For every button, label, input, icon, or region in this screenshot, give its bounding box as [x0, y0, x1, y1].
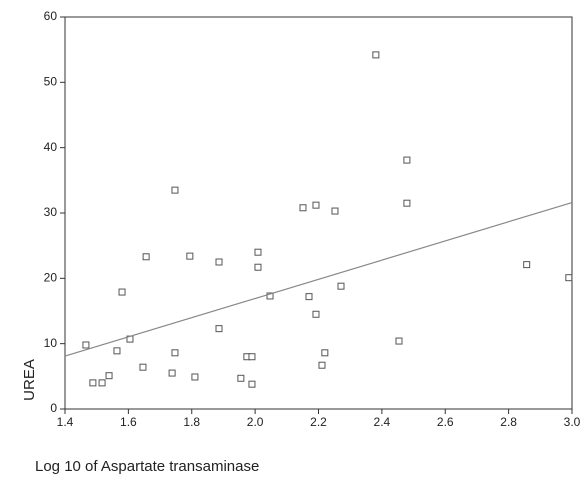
scatter-point — [142, 253, 150, 261]
scatter-point — [395, 337, 403, 345]
x-tick-label: 1.8 — [183, 415, 200, 429]
scatter-point — [254, 248, 262, 256]
scatter-point — [523, 261, 531, 269]
scatter-point — [118, 288, 126, 296]
scatter-point — [191, 373, 199, 381]
scatter-point — [403, 156, 411, 164]
scatter-point — [305, 293, 313, 301]
scatter-point — [331, 207, 339, 215]
y-tick-label: 0 — [50, 401, 57, 415]
x-tick-label: 1.6 — [120, 415, 137, 429]
x-tick-label: 2.0 — [247, 415, 264, 429]
scatter-point — [248, 380, 256, 388]
x-tick-label: 2.6 — [437, 415, 454, 429]
scatter-point — [312, 310, 320, 318]
x-tick-label: 2.4 — [374, 415, 391, 429]
scatter-point — [237, 374, 245, 382]
scatter-point — [168, 369, 176, 377]
y-tick-label: 40 — [44, 140, 58, 154]
fit-line — [64, 201, 573, 357]
scatter-point — [248, 353, 256, 361]
scatter-point — [318, 361, 326, 369]
scatter-point — [403, 199, 411, 207]
scatter-point — [82, 341, 90, 349]
scatter-point — [139, 363, 147, 371]
scatter-point — [312, 201, 320, 209]
scatter-point — [105, 372, 113, 380]
y-tick-label: 50 — [44, 75, 58, 89]
scatter-point — [113, 347, 121, 355]
scatter-point — [266, 292, 274, 300]
x-tick-label: 2.8 — [500, 415, 517, 429]
scatter-point — [299, 204, 307, 212]
scatter-point — [215, 325, 223, 333]
plot-frame — [64, 16, 573, 410]
scatter-point — [186, 252, 194, 260]
y-axis-title: UREA — [21, 359, 38, 401]
scatter-point — [98, 379, 106, 387]
scatter-point — [89, 379, 97, 387]
scatter-point — [565, 274, 573, 282]
scatter-point — [372, 51, 380, 59]
x-tick-label: 3.0 — [564, 415, 581, 429]
y-tick-label: 30 — [44, 205, 58, 219]
y-tick-label: 60 — [44, 9, 58, 23]
scatter-point — [215, 258, 223, 266]
x-tick-label: 1.4 — [57, 415, 74, 429]
y-tick-label: 20 — [44, 271, 58, 285]
x-tick-label: 2.2 — [310, 415, 327, 429]
scatter-point — [321, 349, 329, 357]
scatter-point — [337, 282, 345, 290]
x-axis-title: Log 10 of Aspartate transaminase — [35, 458, 259, 475]
scatter-point — [254, 263, 262, 271]
scatter-point — [171, 186, 179, 194]
scatter-point — [171, 349, 179, 357]
y-tick-label: 10 — [44, 336, 58, 350]
